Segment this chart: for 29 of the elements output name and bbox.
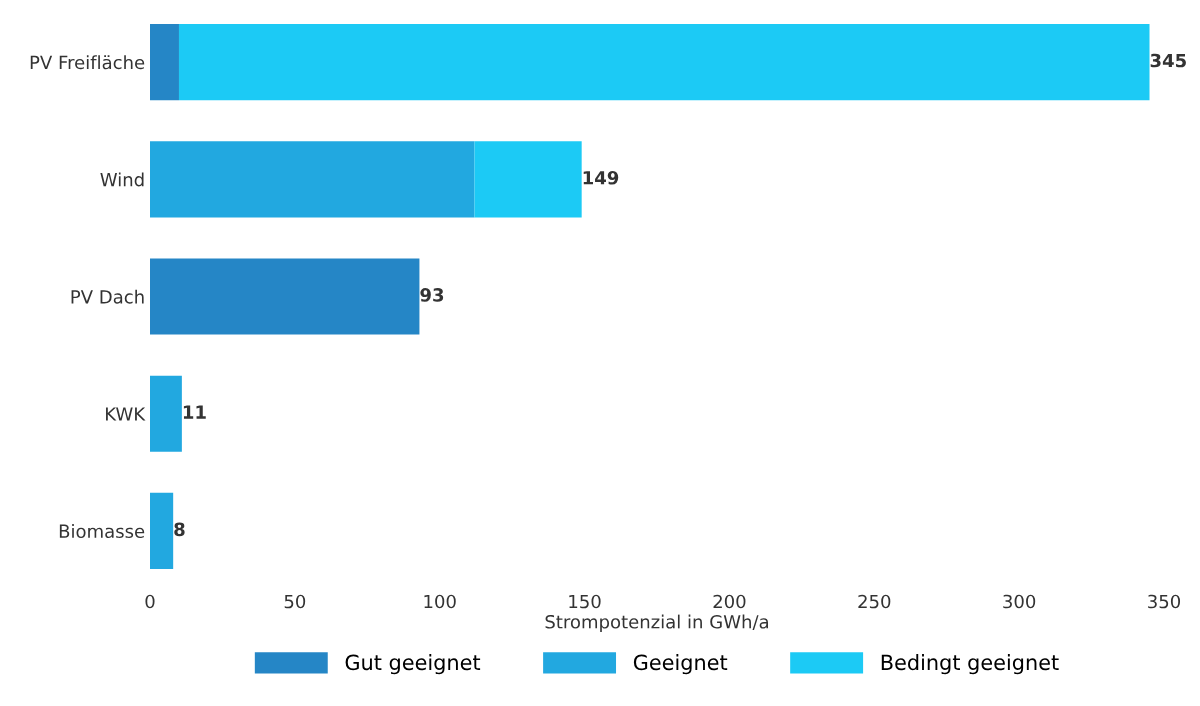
total-label: 149 [583,170,619,185]
x-tick-label: 200 [713,594,746,609]
y-tick-label: Wind [100,172,144,187]
y-tick-label: PV Freifläche [30,55,145,70]
y-tick-label: KWK [106,407,146,421]
bar [150,24,179,101]
total-label: 11 [183,405,206,419]
x-axis-title: Strompotenzial in GWh/a [545,614,768,633]
bar [150,492,174,569]
y-tick-label: Biomasse [59,524,145,539]
bar [150,141,475,218]
x-tick-label: 50 [284,594,306,609]
x-tick-label: 0 [145,594,155,609]
bar [150,375,182,452]
y-tick-label: PV Dach [71,289,144,304]
x-tick-label: 250 [858,594,891,609]
x-tick-label: 300 [1003,594,1036,609]
legend-label: Gut geeignet [345,654,481,675]
x-tick-label: 350 [1148,594,1181,609]
legend-label: Bedingt geeignet [881,654,1059,675]
total-label: 345 [1150,53,1186,68]
bar [150,258,420,335]
total-label: 93 [420,288,444,302]
bar [474,141,582,218]
x-tick-label: 150 [569,594,601,609]
bar [178,24,1150,101]
total-label: 8 [174,522,185,537]
legend-label: Geeignet [633,654,728,675]
x-tick-label: 100 [424,594,456,609]
